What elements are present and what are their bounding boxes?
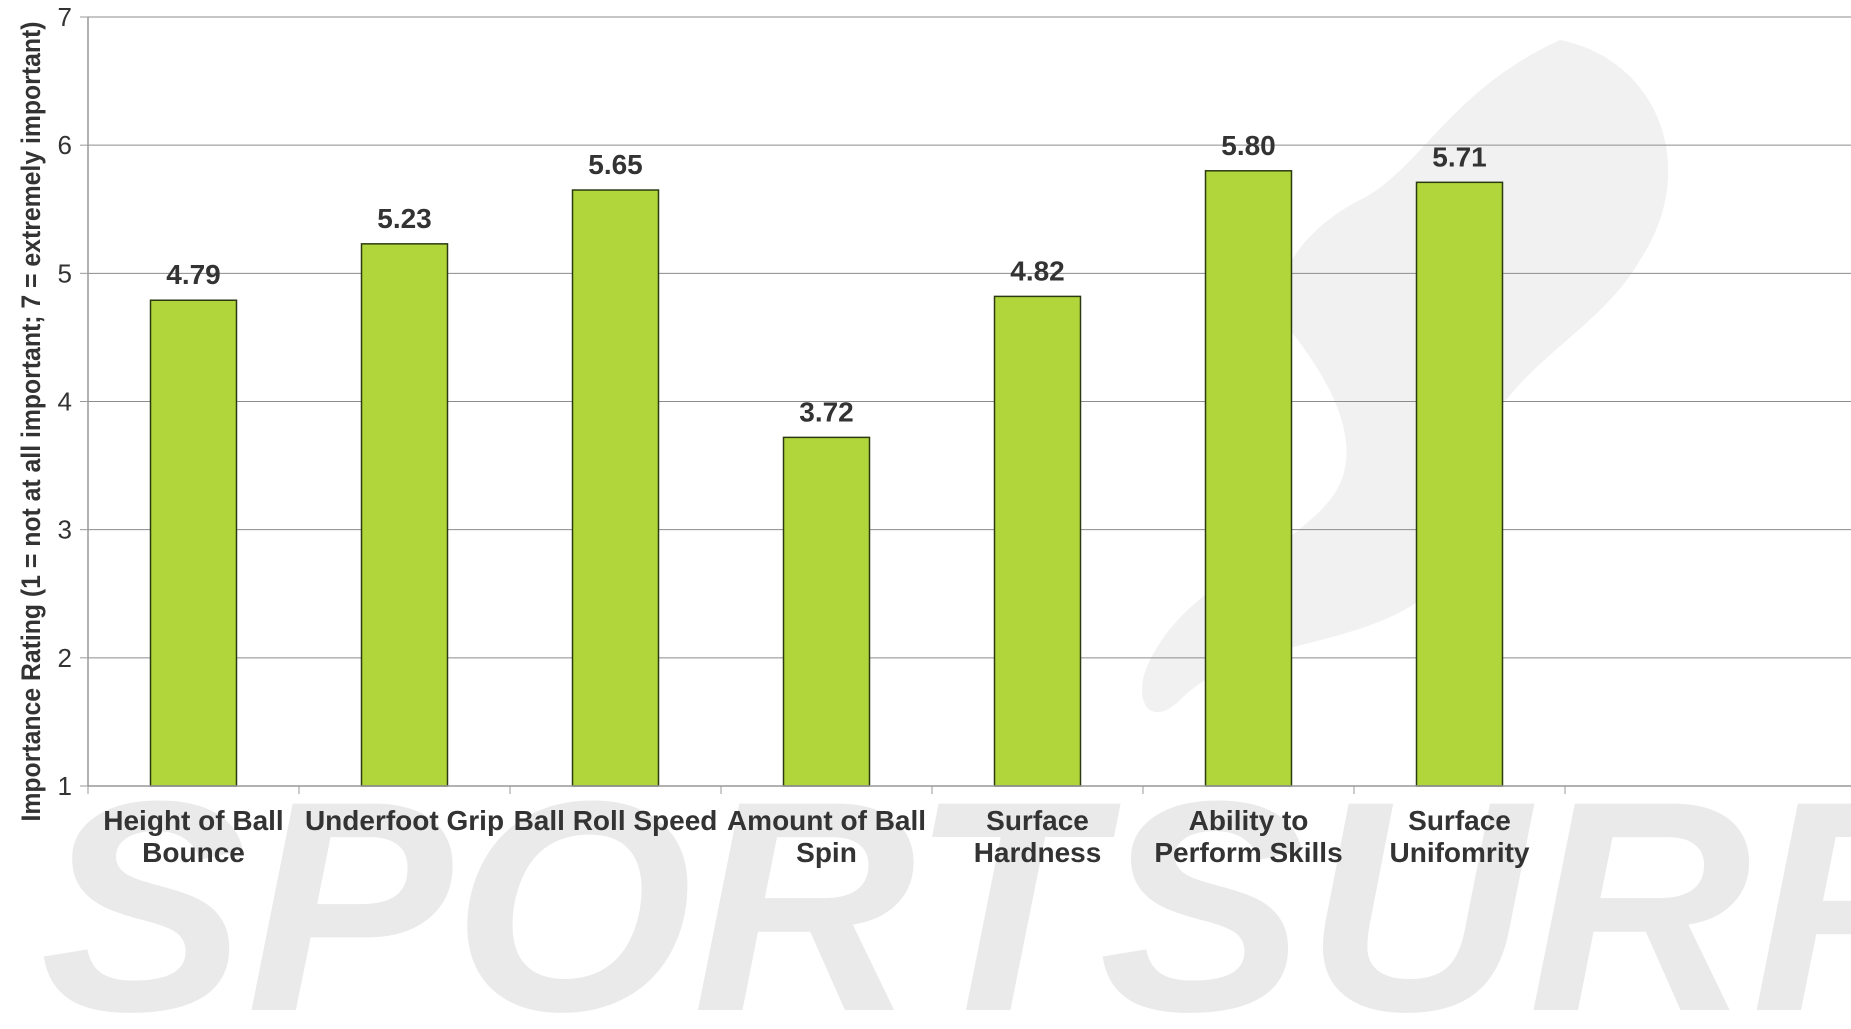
x-tick-label-line: Spin (796, 837, 857, 868)
x-tick-label-line: Bounce (142, 837, 245, 868)
bar (993, 295, 1082, 787)
x-tick-label-line: Hardness (974, 837, 1102, 868)
y-tick-label: 5 (58, 258, 72, 288)
y-tick-label: 1 (58, 771, 72, 801)
gridlines (88, 16, 1851, 659)
x-tick-label: Ability to Perform Skills (1154, 805, 1342, 868)
x-tick-label-line: Surface (1408, 805, 1511, 836)
y-tick-label: 7 (58, 2, 72, 32)
x-tick-label-line: Surface (986, 805, 1089, 836)
data-label: 5.71 (1432, 141, 1487, 172)
x-tick-labels: Height of Ball Bounce Underfoot Grip Ball R… (103, 805, 1530, 868)
x-tick-label-line: Perform Skills (1154, 837, 1342, 868)
x-tick-label-line: Underfoot Grip (305, 805, 504, 836)
bar (571, 189, 660, 787)
y-tick-label: 6 (58, 130, 72, 160)
bar (1415, 181, 1504, 787)
bar (360, 243, 449, 787)
x-tick-label: Amount of Ball Spin (727, 805, 926, 868)
watermark-text: SPORTSURF (40, 738, 1851, 1024)
y-axis-label: Importance Rating (1 = not at all import… (16, 22, 46, 822)
data-label: 3.72 (799, 396, 854, 427)
bars (149, 170, 1504, 787)
y-tick-label: 3 (58, 515, 72, 545)
x-tick-label-line: Ability to (1189, 805, 1309, 836)
y-tick-label: 2 (58, 643, 72, 673)
data-label: 5.23 (377, 203, 432, 234)
x-tick-label: Height of Ball Bounce (103, 805, 283, 868)
data-label: 5.80 (1221, 130, 1276, 161)
x-tick-label: Surface Hardness (974, 805, 1102, 868)
bar (149, 299, 238, 787)
bar (1204, 170, 1293, 787)
watermark-logo: SPORTSURF (40, 40, 1851, 1029)
x-tick-label: Ball Roll Speed (514, 805, 718, 836)
y-tick-label: 4 (58, 387, 72, 417)
x-tick-label-line: Unifomrity (1390, 837, 1530, 868)
data-label: 5.65 (588, 149, 643, 180)
x-tick-label: Underfoot Grip (305, 805, 504, 836)
x-tick-label-line: Amount of Ball (727, 805, 926, 836)
x-tick-label-line: Height of Ball (103, 805, 283, 836)
bar (782, 436, 871, 787)
x-tick-label-line: Ball Roll Speed (514, 805, 718, 836)
x-tick-label: Surface Unifomrity (1390, 805, 1530, 868)
axes (80, 16, 1851, 794)
data-label: 4.82 (1010, 255, 1065, 286)
watermark-runner-shape (1141, 40, 1669, 713)
y-tick-labels: 1 2 3 4 5 6 7 (58, 2, 72, 801)
data-label: 4.79 (166, 259, 221, 290)
data-labels: 4.79 5.23 5.65 3.72 4.82 5.80 5.71 (166, 130, 1487, 428)
